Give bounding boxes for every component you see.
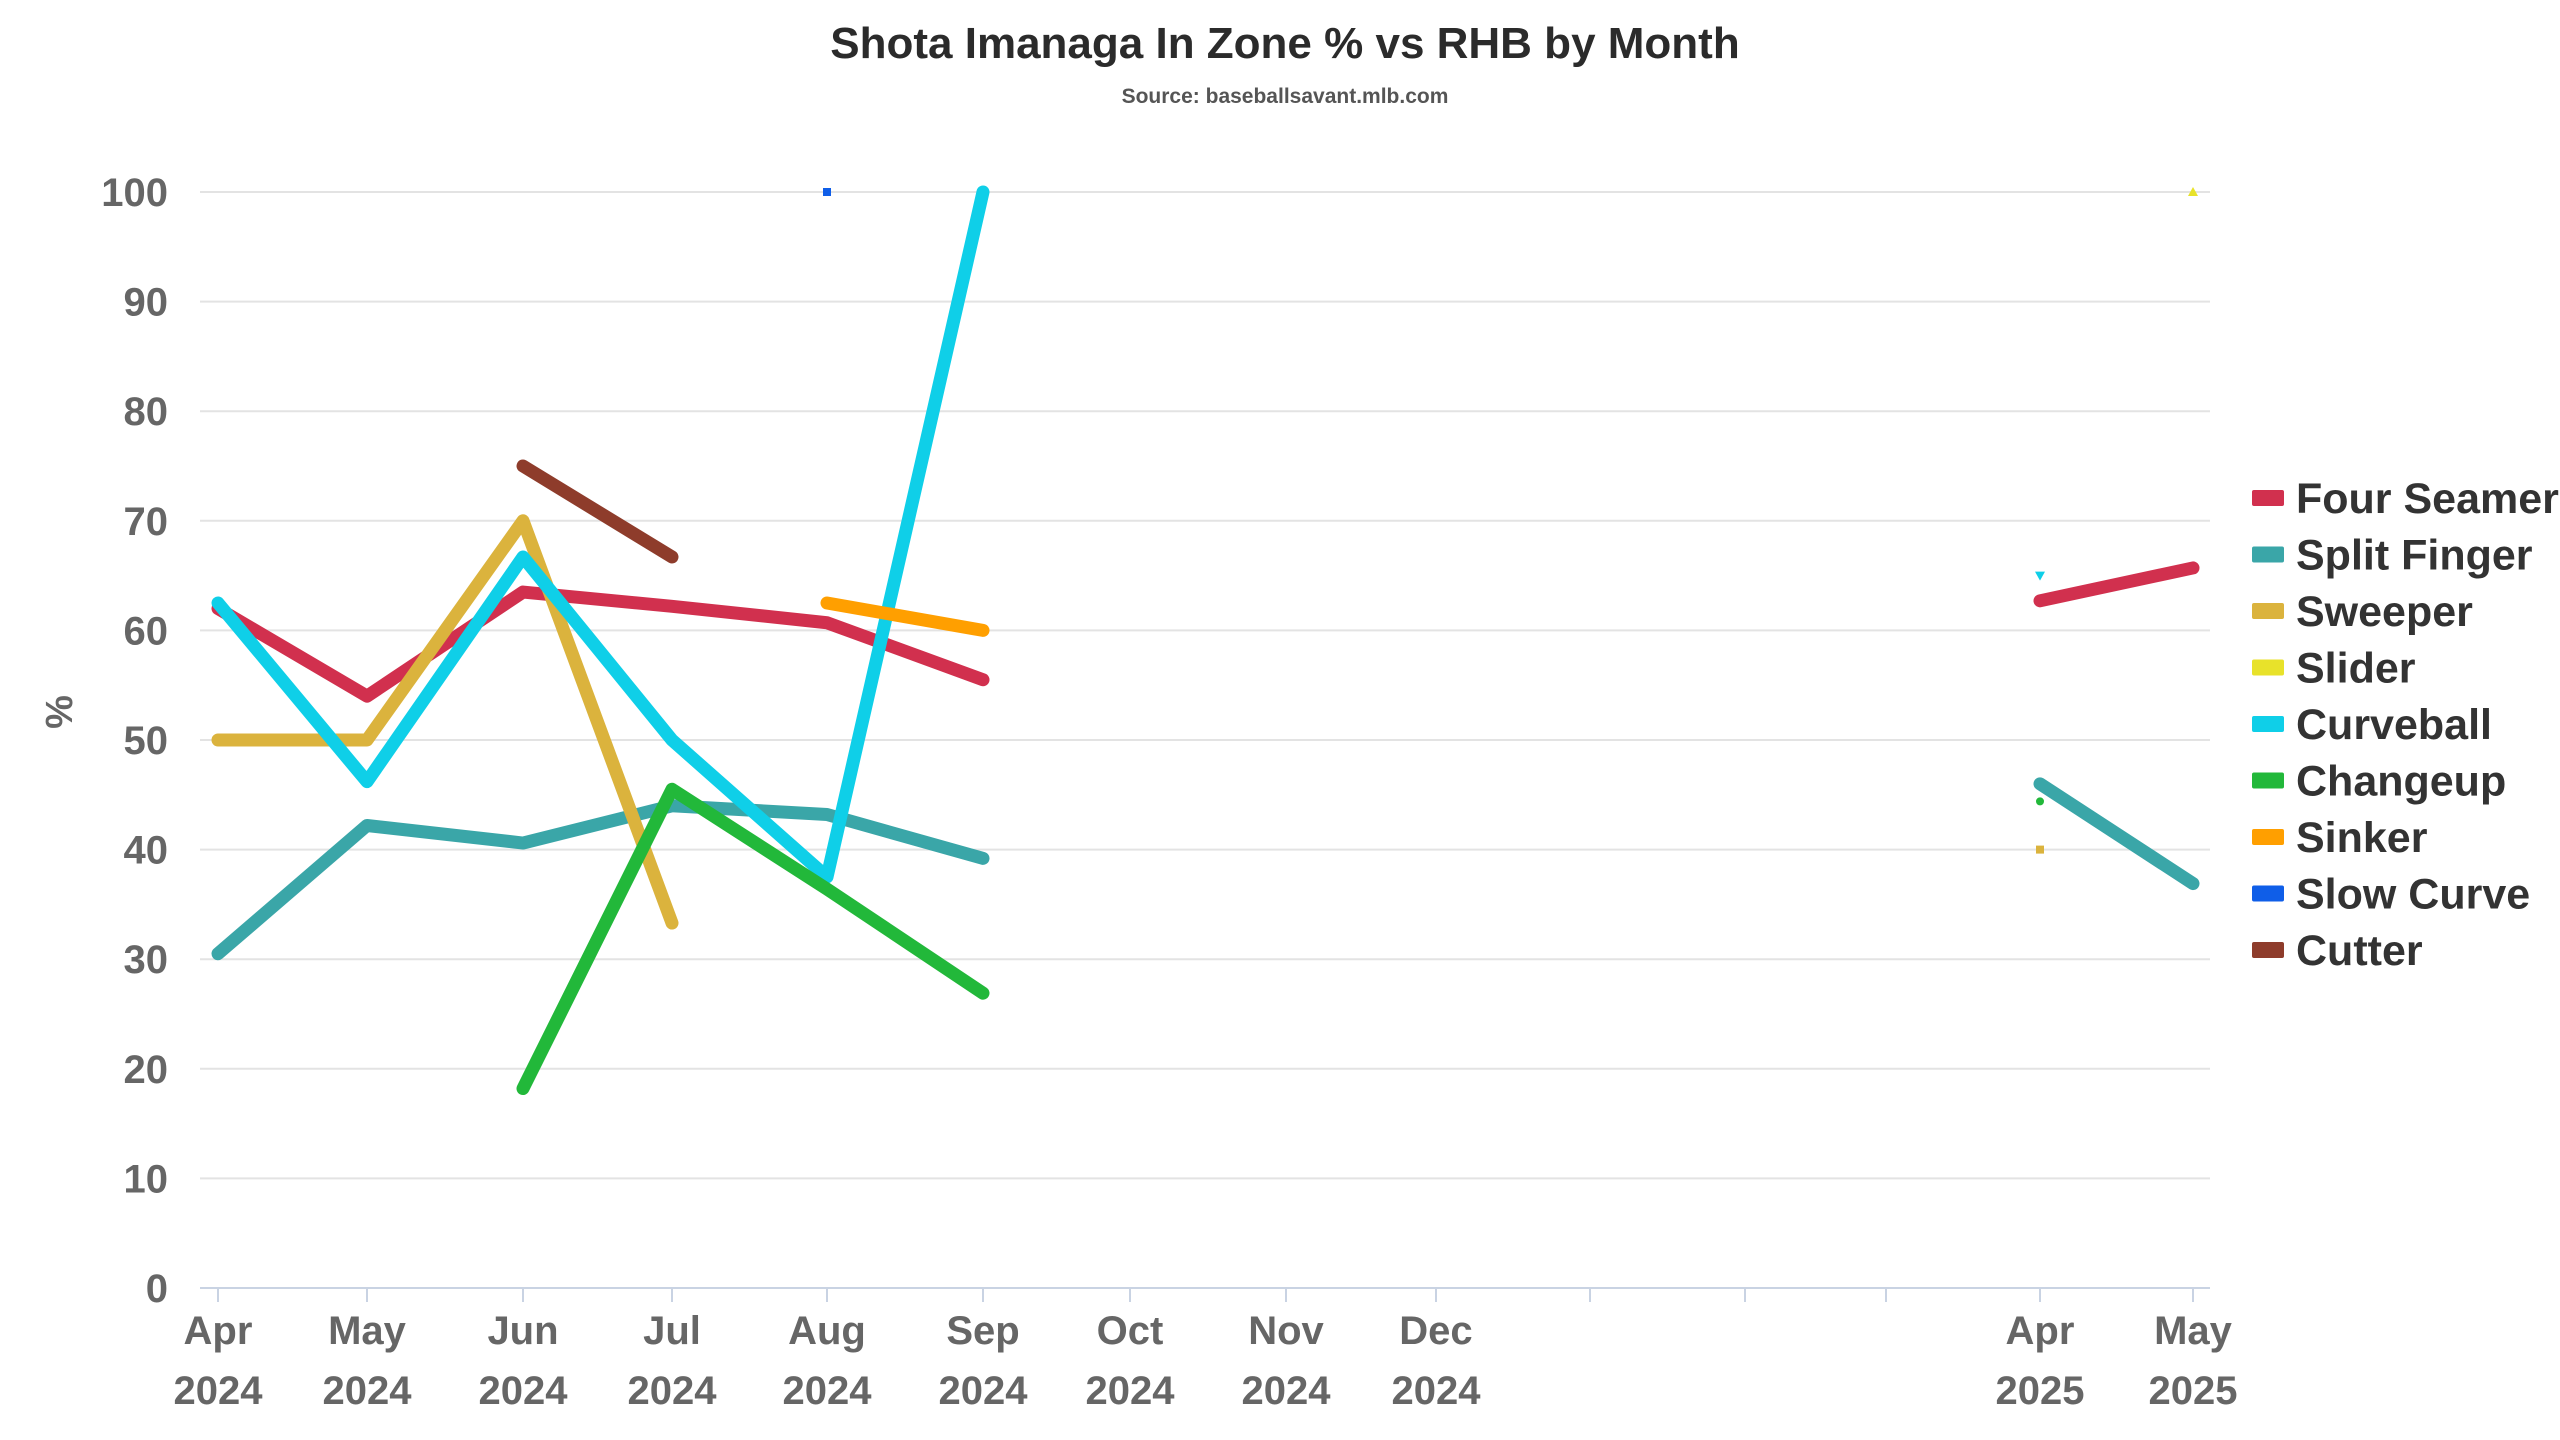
legend-item-curveball: Curveball	[2252, 701, 2492, 749]
legend-swatch	[2252, 603, 2284, 619]
x-tick-label-year: 2024	[783, 1369, 873, 1413]
x-tick-label-year: 2025	[1996, 1369, 2085, 1413]
legend-swatch	[2252, 659, 2284, 676]
x-tick-label-year: 2024	[174, 1369, 264, 1413]
y-tick-label: 70	[124, 500, 169, 544]
series-split-finger	[211, 777, 2200, 961]
series-line-split-finger	[2033, 777, 2200, 891]
legend-item-sweeper: Sweeper	[2252, 588, 2473, 636]
legend-swatch	[2252, 829, 2284, 845]
y-tick-label: 0	[146, 1267, 168, 1311]
legend-swatch	[2252, 716, 2284, 732]
legend-label: Slider	[2296, 645, 2416, 693]
y-tick-label: 20	[124, 1048, 169, 1092]
legend-swatch	[2252, 772, 2284, 789]
legend-swatch	[2252, 885, 2284, 902]
x-tick-label-month: Sep	[946, 1309, 1019, 1353]
x-tick-label-year: 2024	[323, 1369, 413, 1413]
x-tick-label-month: Jun	[487, 1309, 558, 1353]
y-tick-label: 100	[101, 171, 168, 215]
x-tick-label-month: Apr	[184, 1309, 253, 1353]
legend-label: Sinker	[2296, 814, 2428, 862]
series-line-cutter	[516, 459, 679, 564]
x-tick-label-year: 2024	[1086, 1369, 1176, 1413]
chart-subtitle: Source: baseballsavant.mlb.com	[1122, 85, 1449, 108]
y-axis-label: %	[39, 695, 81, 729]
x-tick-label-month: Nov	[1248, 1309, 1324, 1353]
legend-label: Four Seamer	[2296, 475, 2559, 523]
x-tick-label-year: 2024	[939, 1369, 1029, 1413]
legend-label: Slow Curve	[2296, 871, 2530, 919]
series-line-changeup	[516, 782, 990, 1096]
legend-item-cutter: Cutter	[2252, 927, 2423, 975]
legend-item-slider: Slider	[2252, 645, 2416, 693]
legend-item-four-seamer: Four Seamer	[2252, 475, 2559, 523]
grid-lines	[200, 191, 2210, 1289]
series-slow-curve	[823, 188, 831, 196]
y-tick-label: 30	[124, 938, 169, 982]
x-tick-label-month: Oct	[1097, 1309, 1164, 1353]
chart-title: Shota Imanaga In Zone % vs RHB by Month	[830, 19, 1739, 68]
legend-label: Curveball	[2296, 701, 2492, 749]
y-tick-label: 50	[124, 719, 169, 763]
series-slider	[2188, 187, 2198, 196]
y-tick-label: 10	[124, 1157, 169, 1201]
x-tick-label-month: May	[328, 1309, 407, 1353]
data-point-slider	[2188, 187, 2198, 196]
x-tick-label-year: 2025	[2149, 1369, 2238, 1413]
series-changeup	[516, 782, 2044, 1096]
series-line-four-seamer	[2033, 561, 2200, 608]
legend-item-split-finger: Split Finger	[2252, 532, 2533, 580]
legend-label: Cutter	[2296, 927, 2423, 975]
x-tick-label-month: Apr	[2006, 1309, 2075, 1353]
data-point-slow-curve	[823, 188, 831, 196]
series-sinker	[820, 596, 990, 637]
x-tick-label-month: Aug	[788, 1309, 866, 1353]
series-layer	[211, 185, 2200, 1096]
y-tick-label: 80	[124, 390, 169, 434]
x-tick-label-year: 2024	[628, 1369, 718, 1413]
x-tick-label-month: Dec	[1399, 1309, 1472, 1353]
series-line-sinker	[820, 596, 990, 637]
legend-label: Split Finger	[2296, 532, 2533, 580]
series-line-four-seamer	[211, 585, 990, 703]
legend-item-sinker: Sinker	[2252, 814, 2428, 862]
data-point-sweeper	[2036, 845, 2044, 854]
legend-item-changeup: Changeup	[2252, 758, 2506, 806]
series-cutter	[516, 459, 679, 564]
legend: Four Seamer Split Finger Sweeper Slider Curv…	[2252, 475, 2559, 975]
x-tick-label-year: 2024	[479, 1369, 569, 1413]
series-sweeper	[211, 514, 2044, 930]
y-axis-ticks: 0 10 20 30 40 50 60 70 80 90 100	[101, 171, 168, 1311]
legend-item-slow-curve: Slow Curve	[2252, 871, 2530, 919]
x-tick-label-year: 2024	[1242, 1369, 1332, 1413]
data-point-changeup	[2036, 797, 2044, 806]
x-tick-label-month: Jul	[643, 1309, 701, 1353]
legend-swatch	[2252, 546, 2284, 563]
legend-swatch	[2252, 490, 2284, 506]
x-tick-label-month: May	[2154, 1309, 2233, 1353]
y-tick-label: 90	[124, 281, 169, 325]
series-line-curveball	[211, 185, 990, 884]
series-four-seamer	[211, 561, 2200, 703]
series-line-sweeper	[211, 514, 679, 930]
y-tick-label: 60	[124, 609, 169, 653]
x-axis-ticks: Apr 2024 May 2024 Jun 2024 Jul 2024 Aug 2024 Sep 20…	[174, 1288, 2238, 1413]
x-tick-label-year: 2024	[1392, 1369, 1482, 1413]
legend-swatch	[2252, 942, 2284, 958]
data-point-curveball	[2035, 571, 2045, 581]
series-line-split-finger	[211, 799, 990, 961]
legend-label: Changeup	[2296, 758, 2506, 806]
legend-label: Sweeper	[2296, 588, 2473, 636]
series-curveball	[211, 185, 2045, 884]
y-tick-label: 40	[124, 829, 169, 873]
